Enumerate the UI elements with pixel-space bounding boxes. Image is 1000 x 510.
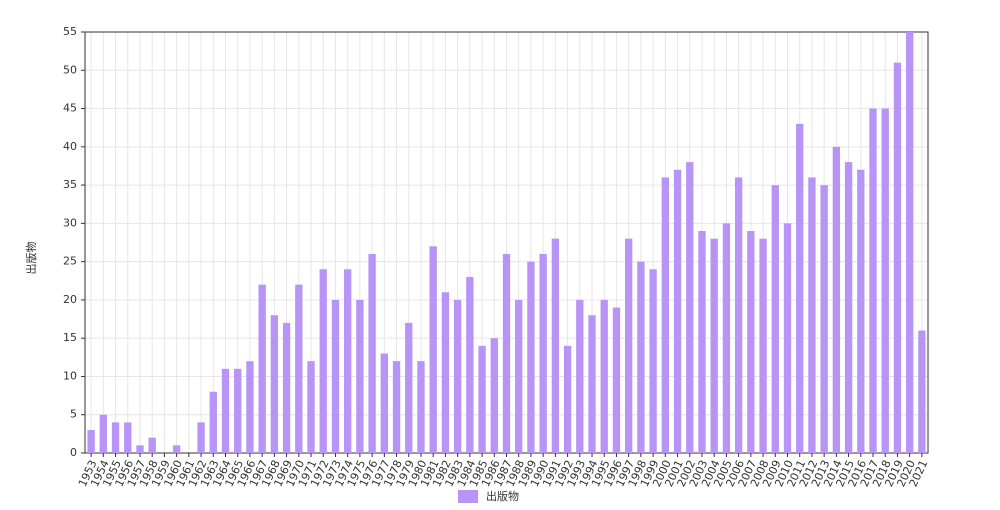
bar: [368, 253, 376, 453]
bar: [808, 177, 816, 453]
bar: [441, 292, 450, 453]
bar: [148, 437, 156, 453]
bar: [734, 177, 743, 453]
bar: [747, 231, 755, 453]
bar: [417, 361, 425, 453]
bar: [234, 368, 242, 453]
bar: [881, 108, 889, 453]
bar: [906, 32, 914, 453]
bar: [246, 361, 254, 453]
bar: [576, 299, 584, 453]
legend-swatch: [458, 490, 478, 503]
bar: [710, 238, 718, 453]
bar: [380, 353, 388, 453]
bar: [124, 422, 132, 453]
bar: [295, 284, 303, 453]
bar: [844, 162, 853, 454]
y-tick-label: 10: [63, 369, 77, 382]
bar: [87, 430, 95, 453]
y-tick-label: 5: [70, 408, 77, 421]
y-tick-label: 0: [70, 446, 77, 459]
bar: [661, 177, 669, 453]
bar: [796, 123, 804, 453]
bar: [637, 261, 645, 453]
bar: [356, 299, 364, 453]
bar: [551, 238, 560, 453]
bar: [869, 108, 877, 453]
y-axis-label: 出版物: [24, 242, 38, 275]
bar: [197, 422, 205, 453]
y-tick-label: 35: [63, 178, 77, 191]
y-tick-label: 45: [63, 102, 77, 115]
y-tick-label: 20: [63, 293, 77, 306]
bar: [270, 315, 279, 453]
bar: [771, 185, 779, 453]
bar: [221, 368, 230, 453]
bar: [258, 284, 266, 453]
bar: [686, 162, 694, 454]
bar: [563, 345, 572, 453]
bar: [136, 445, 144, 453]
bar: [307, 361, 315, 453]
bar: [515, 299, 523, 453]
bar: [172, 445, 181, 453]
bar: [429, 246, 437, 453]
bar: [649, 269, 657, 453]
y-tick-label: 30: [63, 216, 77, 229]
bar: [209, 391, 217, 453]
bar: [588, 315, 596, 453]
bar: [820, 185, 828, 453]
bar: [918, 330, 926, 453]
bar: [405, 322, 413, 453]
bar: [502, 253, 511, 453]
bar: [893, 62, 902, 453]
y-tick-label: 40: [63, 140, 77, 153]
bar: [673, 169, 682, 454]
y-tick-label: 15: [63, 331, 77, 344]
bar: [111, 422, 120, 453]
bar: [453, 299, 462, 453]
y-tick-label: 55: [63, 25, 77, 38]
bar: [344, 269, 352, 453]
bar: [759, 238, 767, 453]
y-tick-label: 50: [63, 63, 77, 76]
bar: [625, 238, 633, 453]
bar: [612, 307, 621, 453]
bar: [832, 146, 841, 453]
bar: [527, 261, 535, 453]
legend-label: 出版物: [486, 489, 519, 503]
bar: [539, 253, 547, 453]
bar: [698, 231, 706, 453]
bar: [783, 223, 792, 453]
bar: [600, 299, 608, 453]
bar: [99, 414, 107, 453]
bar: [857, 169, 865, 454]
bar: [466, 276, 474, 453]
bar: [319, 269, 327, 453]
bar: [392, 361, 401, 453]
bar: [478, 345, 486, 453]
bar: [282, 322, 291, 453]
bar: [722, 223, 731, 453]
bar: [490, 338, 498, 453]
bar: [331, 299, 340, 453]
y-tick-label: 25: [63, 255, 77, 268]
